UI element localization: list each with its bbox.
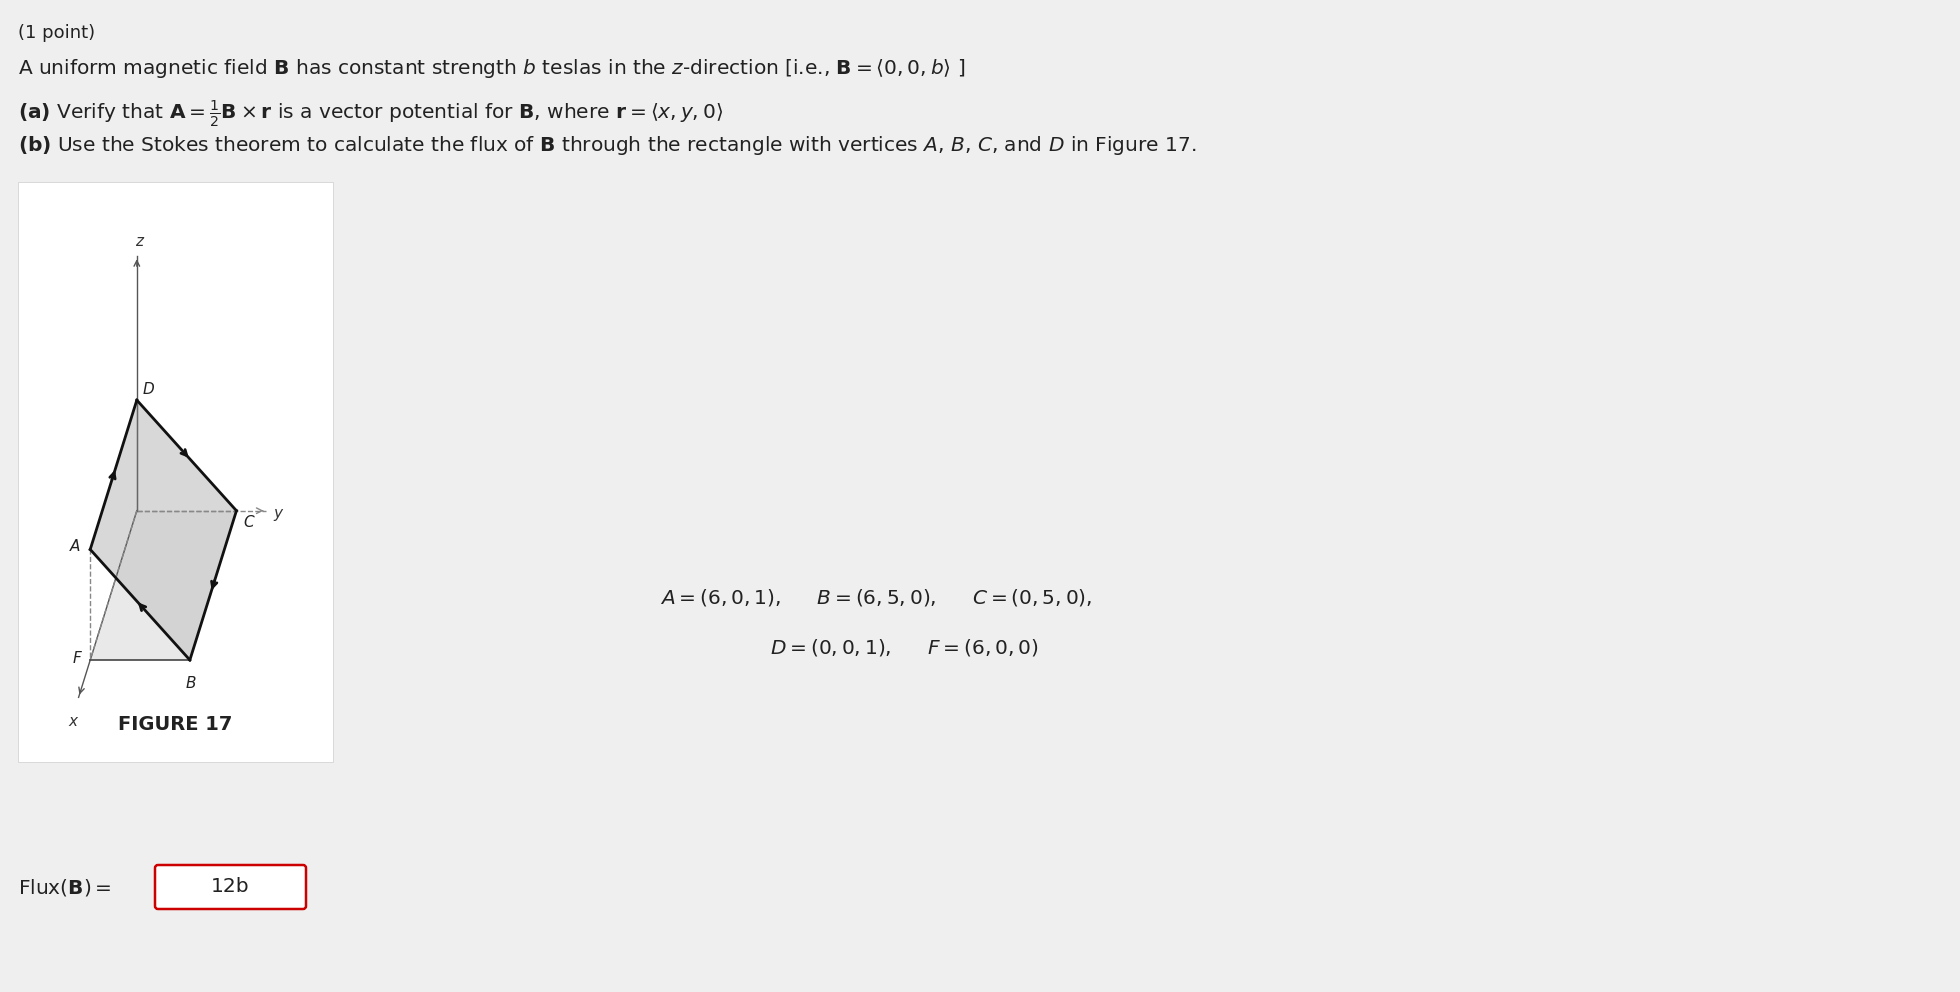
Text: A uniform magnetic field $\mathbf{B}$ has constant strength $b$ teslas in the $z: A uniform magnetic field $\mathbf{B}$ ha… xyxy=(18,57,964,80)
Text: FIGURE 17: FIGURE 17 xyxy=(118,715,233,734)
FancyBboxPatch shape xyxy=(155,865,306,909)
Text: $D = (0, 0, 1),$     $F = (6, 0, 0)$: $D = (0, 0, 1),$ $F = (6, 0, 0)$ xyxy=(770,637,1039,658)
Text: (1 point): (1 point) xyxy=(18,24,96,42)
FancyBboxPatch shape xyxy=(18,182,333,762)
Text: $\mathbf{(a)}$ Verify that $\mathbf{A} = \frac{1}{2}\mathbf{B} \times \mathbf{r}: $\mathbf{(a)}$ Verify that $\mathbf{A} =… xyxy=(18,99,723,129)
Text: A: A xyxy=(71,539,80,554)
Text: Flux$(\mathbf{B}) =$: Flux$(\mathbf{B}) =$ xyxy=(18,877,112,898)
Text: y: y xyxy=(272,506,282,521)
Text: D: D xyxy=(143,382,155,397)
Text: $A = (6, 0, 1),$     $B = (6, 5, 0),$     $C = (0, 5, 0),$: $A = (6, 0, 1),$ $B = (6, 5, 0),$ $C = (… xyxy=(661,587,1092,608)
Text: C: C xyxy=(243,516,255,531)
Polygon shape xyxy=(90,400,237,660)
Text: z: z xyxy=(135,234,143,249)
Polygon shape xyxy=(90,511,237,660)
Text: $\mathbf{(b)}$ Use the Stokes theorem to calculate the flux of $\mathbf{B}$ thro: $\mathbf{(b)}$ Use the Stokes theorem to… xyxy=(18,134,1196,157)
Text: B: B xyxy=(186,677,196,691)
Text: 12b: 12b xyxy=(212,878,249,897)
Text: x: x xyxy=(69,713,76,728)
Text: F: F xyxy=(73,652,82,667)
